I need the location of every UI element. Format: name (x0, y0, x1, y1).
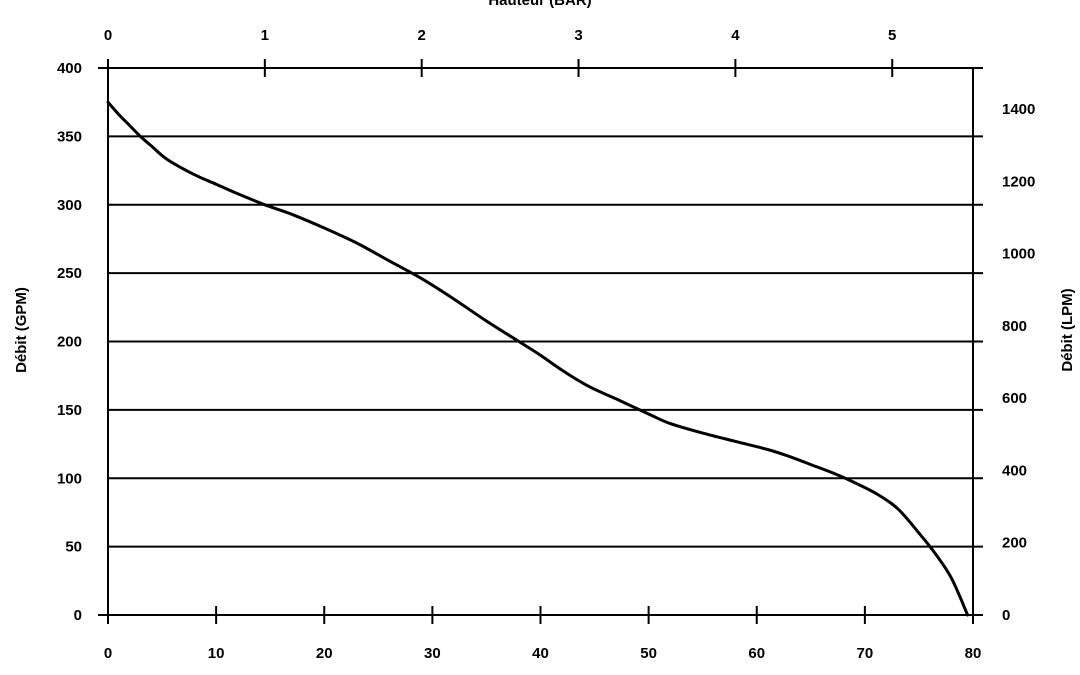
bottom-tick-label-10: 10 (208, 645, 225, 662)
left-axis-title: Débit (GPM) (13, 287, 30, 373)
top-tick-label-1: 1 (261, 27, 269, 44)
right-axis-title: Débit (LPM) (1059, 288, 1076, 371)
bottom-tick-label-80: 80 (965, 645, 982, 662)
right-tick-label-1400: 1400 (1002, 101, 1035, 118)
tick-labels: 0 10 20 30 40 50 60 70 800 1 2 3 4 505010015020025030… (57, 27, 1035, 662)
top-tick-label-0: 0 (104, 27, 112, 44)
right-tick-label-1200: 1200 (1002, 173, 1035, 190)
top-tick-label-5: 5 (888, 27, 896, 44)
left-tick-label-0: 0 (74, 607, 82, 624)
left-tick-label-250: 250 (57, 265, 82, 282)
left-tick-label-400: 400 (57, 60, 82, 77)
left-tick-label-200: 200 (57, 334, 82, 351)
bottom-tick-label-40: 40 (532, 645, 549, 662)
left-tick-label-350: 350 (57, 128, 82, 145)
bottom-tick-label-50: 50 (640, 645, 657, 662)
top-tick-label-3: 3 (574, 27, 582, 44)
series-line-0 (106, 100, 970, 617)
right-tick-label-800: 800 (1002, 318, 1027, 335)
tick-marks (107, 59, 974, 624)
bottom-tick-label-20: 20 (316, 645, 333, 662)
bottom-tick-label-0: 0 (104, 645, 112, 662)
bottom-tick-label-30: 30 (424, 645, 441, 662)
gridlines (108, 135, 983, 548)
right-tick-label-1000: 1000 (1002, 246, 1035, 263)
axes (98, 64, 983, 623)
right-tick-label-600: 600 (1002, 390, 1027, 407)
left-tick-label-50: 50 (65, 539, 82, 556)
top-axis-title: Hauteur (BAR) (488, 0, 591, 9)
top-tick-label-4: 4 (731, 27, 740, 44)
bottom-tick-label-60: 60 (748, 645, 765, 662)
left-tick-label-150: 150 (57, 402, 82, 419)
right-tick-label-400: 400 (1002, 462, 1027, 479)
right-tick-label-0: 0 (1002, 607, 1010, 624)
series-layer (106, 100, 970, 617)
bottom-tick-label-70: 70 (857, 645, 874, 662)
left-tick-label-100: 100 (57, 470, 82, 487)
top-tick-label-2: 2 (418, 27, 426, 44)
left-tick-label-300: 300 (57, 197, 82, 214)
right-tick-label-200: 200 (1002, 535, 1027, 552)
